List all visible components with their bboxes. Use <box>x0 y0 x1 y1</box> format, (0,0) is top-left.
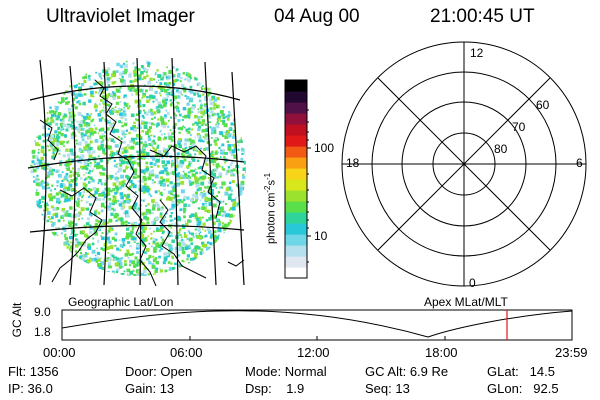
geographic-grid <box>27 57 245 286</box>
timeline-y-tick-bottom: 1.8 <box>34 325 51 339</box>
info-mode: Mode: Normal <box>245 364 327 379</box>
info-value: Open <box>160 364 193 379</box>
timeline-right-label: Apex MLat/MLT <box>424 295 508 309</box>
info-ip: IP: 36.0 <box>8 381 53 396</box>
meridian-line <box>204 61 217 286</box>
units-exponent: -2 <box>263 185 272 193</box>
colorbar-segment <box>285 223 307 235</box>
colorbar-units: photon cm-2s-1 <box>263 84 278 244</box>
info-value: 6.9 Re <box>409 364 449 379</box>
colorbar-segment <box>285 157 307 169</box>
colorbar-segment <box>285 201 307 213</box>
colorbar-segment <box>285 234 307 246</box>
info-label: Seq: <box>365 381 392 396</box>
colorbar-segment <box>285 91 307 103</box>
timeline-x-tick: 00:00 <box>43 345 76 360</box>
colorbar-label-100: 100 <box>314 141 335 155</box>
parallel-line <box>29 85 241 101</box>
colorbar-segment <box>285 190 307 202</box>
info-seq: Seq: 13 <box>365 381 410 396</box>
info-label: GLat: <box>487 364 519 379</box>
mlat-label-70: 70 <box>512 120 526 134</box>
mlt-label-0: 0 <box>469 276 476 290</box>
colorbar-segment <box>285 256 307 268</box>
colorbar-segment <box>285 124 307 136</box>
mlt-label-18: 18 <box>346 156 360 170</box>
timeline-y-label: GC Alt <box>10 302 24 338</box>
info-value: Normal <box>284 364 327 379</box>
info-value: 92.5 <box>533 381 559 396</box>
colorbar-segment <box>285 267 307 279</box>
info-label: IP: <box>8 381 24 396</box>
info-value: 1356 <box>29 364 59 379</box>
uv-image-disk <box>30 60 246 276</box>
info-label: GC Alt: <box>365 364 407 379</box>
timeline-left-label: Geographic Lat/Lon <box>68 295 174 309</box>
info-gain: Gain: 13 <box>125 381 174 396</box>
timeline-plot <box>61 309 573 341</box>
date-label: 04 Aug 00 <box>274 6 360 27</box>
timeline-x-tick: 12:00 <box>297 345 330 360</box>
colorbar-segment <box>285 146 307 158</box>
timeline-x-tick: 06:00 <box>170 345 203 360</box>
meridian-line <box>103 61 108 286</box>
info-value: 13 <box>395 381 410 396</box>
meridian-line <box>171 57 179 286</box>
info-label: GLon: <box>487 381 523 396</box>
info-label: Gain: <box>125 381 157 396</box>
colorbar-segment <box>285 245 307 257</box>
info-flt: Flt: 1356 <box>8 364 59 379</box>
instrument-title: Ultraviolet Imager <box>46 6 195 27</box>
colorbar-segment <box>285 135 307 147</box>
colorbar-segment <box>285 168 307 180</box>
colorbar-segment <box>285 102 307 114</box>
mlt-label-6: 6 <box>576 156 583 170</box>
mlt-label-12: 12 <box>470 46 484 60</box>
info-value: 14.5 <box>529 364 555 379</box>
info-dsp: Dsp: 1.9 <box>245 381 304 396</box>
info-door: Door: Open <box>125 364 192 379</box>
colorbar-segment <box>285 179 307 191</box>
info-glat: GLat: 14.5 <box>487 364 555 379</box>
info-label: Flt: <box>8 364 27 379</box>
units-exponent: -1 <box>263 172 272 180</box>
time-label: 21:00:45 UT <box>430 6 535 27</box>
colorbar <box>284 79 311 279</box>
info-gcalt: GC Alt: 6.9 Re <box>365 364 448 379</box>
mlat-label-60: 60 <box>536 98 550 112</box>
timeline-x-tick: 23:59 <box>555 345 588 360</box>
units-text: s <box>265 180 278 186</box>
colorbar-label-10: 10 <box>314 229 328 243</box>
info-label: Dsp: <box>245 381 272 396</box>
timeline-x-tick: 18:00 <box>425 345 458 360</box>
colorbar-segment <box>285 80 307 92</box>
info-label: Door: <box>125 364 157 379</box>
info-value: 1.9 <box>286 381 305 396</box>
info-value: 13 <box>159 381 175 396</box>
info-value: 36.0 <box>27 381 53 396</box>
info-label: Mode: <box>245 364 282 379</box>
polar-plot <box>341 41 587 287</box>
meridian-line <box>39 59 47 286</box>
info-glon: GLon: 92.5 <box>487 381 559 396</box>
units-text: photon cm <box>265 192 278 244</box>
polar-diagonal <box>377 77 551 251</box>
coastlines <box>39 79 245 287</box>
parallel-line <box>27 155 245 169</box>
colorbar-segment <box>285 212 307 224</box>
parallel-line <box>29 224 245 233</box>
meridian-line <box>231 71 245 286</box>
mlat-label-80: 80 <box>494 142 508 156</box>
timeline-y-tick-top: 9.0 <box>34 305 51 319</box>
colorbar-segment <box>285 113 307 125</box>
